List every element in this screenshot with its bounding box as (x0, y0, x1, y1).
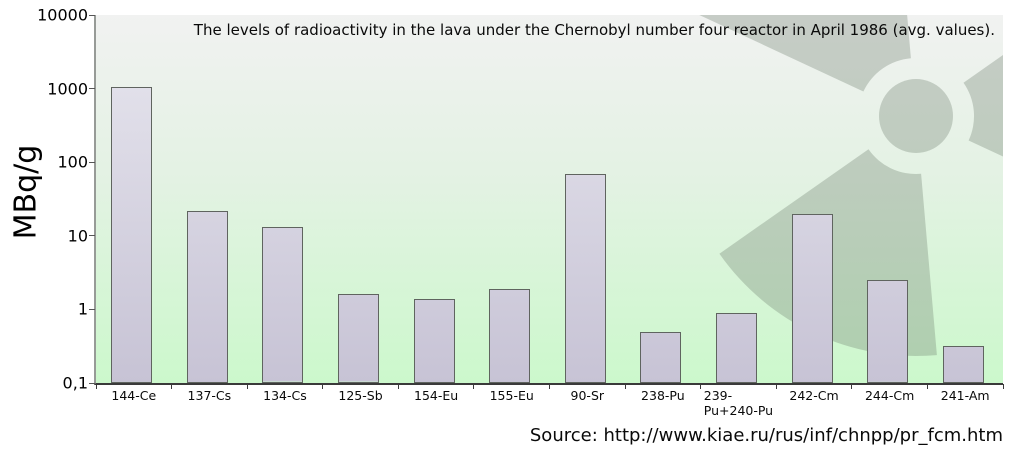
x-tick (549, 384, 550, 389)
source-caption: Source: http://www.kiae.ru/rus/inf/chnpp… (529, 425, 1003, 446)
y-tick-label: 100 (57, 152, 88, 172)
x-tick-label: 244-Cm (864, 388, 915, 403)
x-tick (1002, 384, 1004, 389)
bar-241-Am (942, 345, 984, 383)
x-tick (624, 384, 626, 389)
x-tick (700, 384, 702, 389)
y-tick-label: 10 (67, 226, 88, 246)
bar-137-Cs (186, 210, 228, 383)
x-tick (322, 384, 324, 389)
x-tick (397, 384, 399, 389)
trefoil-blade-top (699, 15, 911, 92)
y-tick-label: 0,1 (62, 373, 88, 393)
x-tick (95, 384, 97, 389)
bar-244-Cm (867, 280, 909, 383)
bar-134-Cs (262, 227, 304, 383)
y-tick (89, 308, 95, 310)
x-tick-label: 155-Eu (489, 388, 534, 403)
y-tick (89, 235, 95, 237)
y-tick-label: 1 (77, 299, 88, 319)
trefoil-blade-right (963, 55, 1003, 157)
x-tick-label: 238-Pu (641, 388, 685, 403)
x-tick-label: 125-Sb (338, 388, 383, 403)
x-tick (473, 384, 475, 389)
y-tick-label: 10000 (37, 5, 88, 25)
x-tick-label: 134-Cs (263, 388, 307, 403)
x-tick (775, 384, 777, 389)
x-tick-label: 239- Pu+240-Pu (703, 388, 774, 418)
chart-title: The levels of radioactivity in the lava … (193, 21, 995, 39)
bar-154-Eu (413, 298, 455, 383)
x-tick-label: 241-Am (940, 388, 990, 403)
x-tick-label: 154-Eu (414, 388, 459, 403)
trefoil-center-circle (879, 79, 953, 153)
y-tick (89, 382, 95, 384)
x-tick-label: 90-Sr (570, 388, 605, 403)
x-tick (851, 384, 853, 389)
x-tick (171, 384, 173, 389)
x-tick (926, 384, 928, 389)
bar-239-Pu+240-Pu (715, 312, 757, 383)
y-tick (89, 161, 95, 163)
x-tick-label: 242-Cm (789, 388, 839, 403)
bar-155-Eu (489, 288, 531, 383)
y-tick (89, 14, 95, 16)
bar-90-Sr (564, 173, 606, 383)
y-tick (89, 88, 95, 90)
x-tick-label: 144-Ce (111, 388, 157, 403)
bar-125-Sb (338, 294, 380, 383)
bar-238-Pu (640, 331, 682, 383)
bar-144-Ce (111, 87, 153, 383)
bar-242-Cm (791, 213, 833, 383)
x-tick (246, 384, 248, 389)
y-tick-label: 1000 (47, 79, 88, 99)
plot-area: The levels of radioactivity in the lava … (94, 15, 1003, 385)
x-tick-label: 137-Cs (187, 388, 232, 403)
